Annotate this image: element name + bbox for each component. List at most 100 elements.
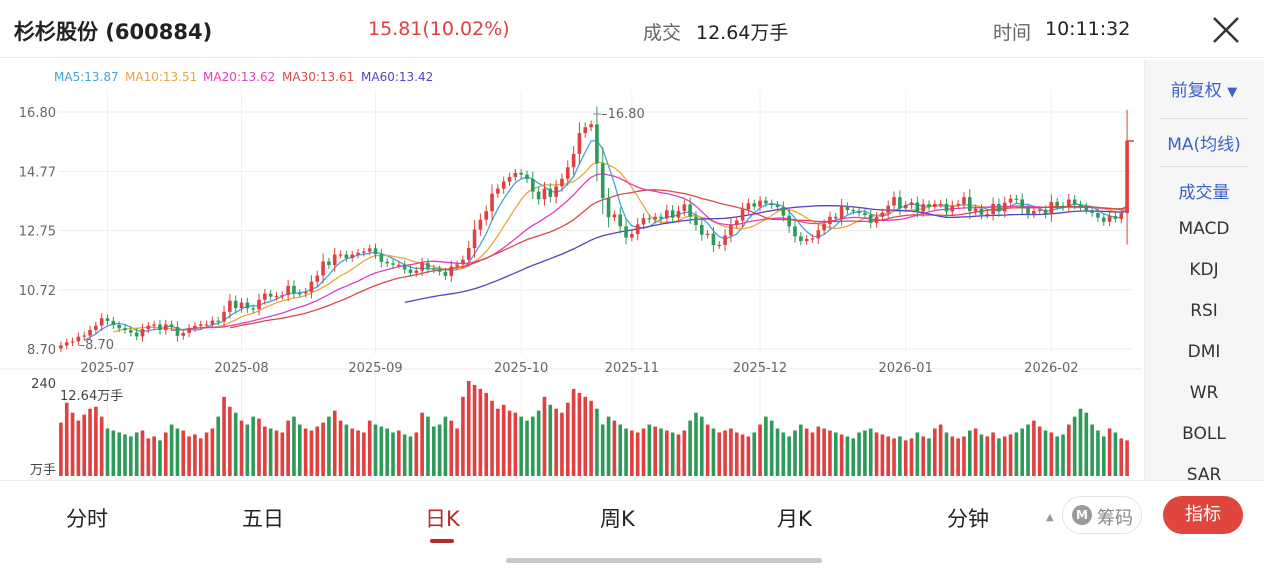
volume-bar <box>746 436 751 476</box>
tab-minute[interactable]: 分钟 <box>947 507 989 531</box>
volume-bar <box>443 416 448 476</box>
candle-body <box>985 214 990 216</box>
sidebar-item-macd[interactable]: MACD <box>1178 219 1230 239</box>
tab-five-day[interactable]: 五日 <box>242 507 284 531</box>
candle-body <box>263 293 267 300</box>
volume-bar <box>682 430 687 476</box>
tab-monthly-k[interactable]: 月K <box>777 507 812 531</box>
sidebar-item-rsi[interactable]: RSI <box>1190 301 1218 321</box>
tab-daily-k[interactable]: 日K <box>425 507 460 531</box>
candle-body <box>1037 209 1042 211</box>
time-label: 时间 <box>993 22 1032 44</box>
sidebar-item-boll[interactable]: BOLL <box>1182 424 1226 444</box>
candle-body <box>531 179 535 192</box>
candle-body <box>274 296 279 298</box>
volume-bar <box>519 416 523 476</box>
candle-body <box>903 205 908 209</box>
candle-body <box>338 254 343 256</box>
candle-body <box>117 325 121 329</box>
candle-body <box>845 206 850 211</box>
sidebar-item-volume[interactable]: 成交量 <box>1178 183 1230 203</box>
kline-chart-area[interactable]: 16.80 14.77 12.75 10.72 8.70 2025-07 2025-08 20… <box>0 60 1142 480</box>
candle-body <box>1055 201 1059 206</box>
volume-bar <box>263 426 267 476</box>
volume-bar <box>822 428 826 476</box>
candle-body <box>373 248 378 255</box>
candle-body <box>694 216 698 225</box>
candle-body <box>379 254 384 262</box>
candle-body <box>152 324 156 326</box>
candle-body <box>158 324 162 330</box>
sidebar-item-dmi[interactable]: DMI <box>1187 342 1221 362</box>
candle-body <box>775 205 780 208</box>
volume-bar <box>577 392 582 476</box>
volume-bar <box>1032 420 1036 476</box>
candle-body <box>863 212 867 215</box>
volume-bar <box>321 422 325 476</box>
candle-body <box>513 172 518 177</box>
volume-bar <box>740 434 745 476</box>
candle-body <box>933 203 937 207</box>
volume-bar <box>484 392 489 476</box>
expand-triangle-icon[interactable]: ▲ <box>1046 512 1054 523</box>
volume-bar <box>478 388 483 476</box>
candle-body <box>501 181 506 189</box>
candle-body <box>123 328 127 330</box>
volume-bar <box>251 416 255 476</box>
candle-body <box>1061 205 1065 208</box>
volume-bar <box>496 408 500 476</box>
volume-bar <box>659 428 663 476</box>
tab-intraday[interactable]: 分时 <box>66 507 108 531</box>
candle-body <box>327 261 331 266</box>
volume-bar <box>391 432 395 476</box>
sidebar-item-ma[interactable]: MA(均线) <box>1167 135 1241 155</box>
volume-bar <box>338 420 343 476</box>
candle-body <box>169 324 174 328</box>
candle-body <box>437 269 442 272</box>
sidebar-item-wr[interactable]: WR <box>1189 383 1219 403</box>
candle-body <box>734 220 739 225</box>
kline-chart[interactable]: 16.80 14.77 12.75 10.72 8.70 2025-07 2025-08 20… <box>0 60 1142 480</box>
candle-body <box>799 236 803 242</box>
candle-body <box>886 205 891 213</box>
date-tick-label: 2025-09 <box>348 361 402 376</box>
candle-body <box>670 210 675 218</box>
volume-unit-label: 万手 <box>30 463 56 478</box>
volume-bar <box>1049 432 1054 476</box>
volume-bar <box>711 428 716 476</box>
candle-body <box>927 204 931 207</box>
sidebar-item-kdj[interactable]: KDJ <box>1189 260 1219 280</box>
m-logo-icon: M <box>1072 505 1092 525</box>
candle-body <box>967 197 972 212</box>
candle-body <box>146 325 151 330</box>
candle-body <box>536 191 541 200</box>
volume-bar <box>134 432 139 476</box>
volume-bar <box>892 438 896 476</box>
chip-button[interactable]: M 筹码 <box>1062 496 1142 534</box>
candle-body <box>257 299 261 310</box>
candle-body <box>1043 209 1048 215</box>
candle-body <box>1084 206 1089 211</box>
candle-body <box>245 302 250 309</box>
candle-body <box>1020 199 1025 209</box>
candle-body <box>525 174 529 180</box>
volume-bar <box>88 408 92 476</box>
candle-body <box>391 263 395 265</box>
volume-bar <box>793 430 797 476</box>
indicator-button[interactable]: 指标 <box>1163 496 1243 534</box>
adjust-select[interactable]: 前复权 ▼ <box>1145 76 1263 101</box>
volume-bar <box>647 424 652 476</box>
candle-body <box>344 254 349 259</box>
tab-weekly-k[interactable]: 周K <box>600 507 635 531</box>
candle-body <box>76 336 81 342</box>
volume-bar <box>787 436 791 476</box>
candle-body <box>181 332 186 336</box>
candle-body <box>950 205 955 212</box>
candle-body <box>647 218 652 220</box>
candle-body <box>64 342 69 346</box>
volume-bar <box>845 436 850 476</box>
volume-bar <box>431 426 436 476</box>
volume-bar <box>123 434 127 476</box>
close-button[interactable] <box>1210 14 1242 46</box>
sidebar-item-sar[interactable]: SAR <box>1186 465 1222 480</box>
